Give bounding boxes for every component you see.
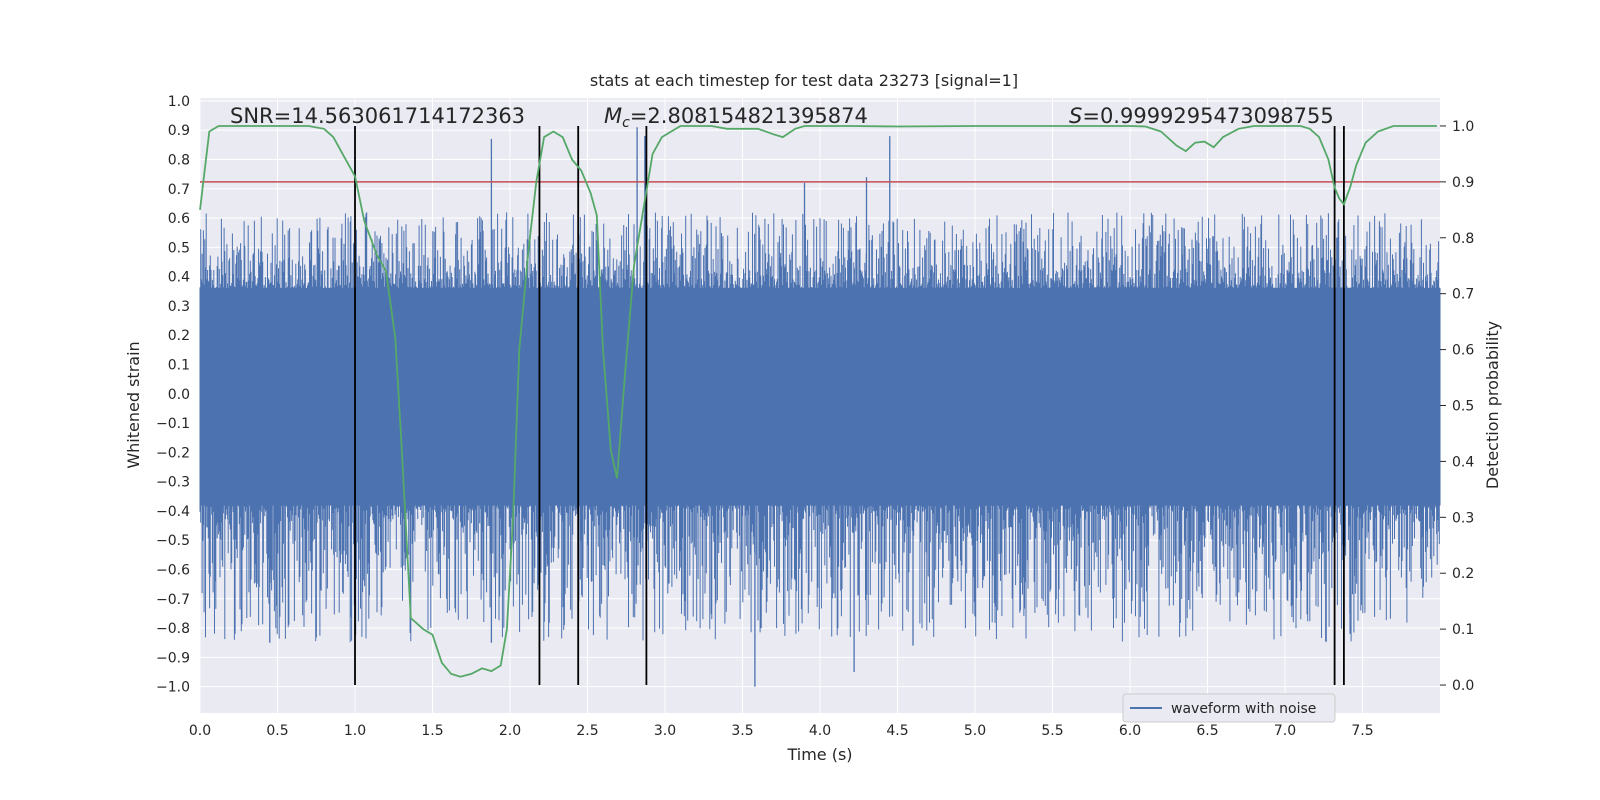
left-y-tick-label: 0.1: [168, 358, 190, 374]
x-tick-label: 3.0: [654, 723, 676, 739]
event-markers: [354, 125, 1345, 686]
x-tick-label: 5.5: [1041, 723, 1063, 739]
right-y-tick-label: 0.1: [1452, 622, 1474, 638]
chirp-mass-annotation: Mc=2.808154821395874: [604, 104, 868, 131]
x-axis-ticks: 0.0 0.5 1.0 1.5 2.0 2.5 3.0 3.5 4.0 4.5 5.0 5.5 6.0 6…: [189, 723, 1374, 739]
right-y-tick-label: 0.2: [1452, 566, 1474, 582]
left-y-tick-label: −0.7: [156, 592, 190, 608]
x-tick-label: 6.5: [1196, 723, 1218, 739]
snr-annotation: SNR=14.563061714172363: [230, 104, 525, 128]
left-y-tick-label: 0.6: [168, 211, 190, 227]
x-tick-label: 7.5: [1351, 723, 1373, 739]
x-tick-label: 3.5: [731, 723, 753, 739]
left-y-axis-label: Whitened strain: [124, 341, 143, 468]
left-y-tick-label: 1.0: [168, 94, 190, 110]
left-y-tick-label: −0.2: [156, 445, 190, 461]
right-y-tick-label: 0.9: [1452, 175, 1474, 191]
waveform-trace: [199, 212, 1440, 643]
right-y-tick-label: 0.3: [1452, 510, 1474, 526]
s-value: =0.9999295473098755: [1082, 104, 1333, 128]
left-y-tick-label: 0.2: [168, 328, 190, 344]
left-y-tick-label: −0.6: [156, 563, 190, 579]
chart-title: stats at each timestep for test data 232…: [590, 71, 1018, 90]
x-tick-label: 4.5: [886, 723, 908, 739]
s-symbol: S: [1069, 104, 1082, 128]
right-y-axis-label: Detection probability: [1483, 321, 1502, 489]
left-y-tick-label: 0.4: [168, 270, 190, 286]
waveform-series: [199, 127, 1441, 687]
left-y-tick-label: −0.5: [156, 533, 190, 549]
left-y-tick-label: 0.3: [168, 299, 190, 315]
x-tick-label: 5.0: [964, 723, 986, 739]
plot-area: [199, 98, 1441, 713]
x-tick-label: 2.5: [576, 723, 598, 739]
right-y-tick-label: 0.8: [1452, 231, 1474, 247]
chirp-mass-subscript: c: [622, 115, 630, 131]
left-y-axis-ticks: 1.0 0.9 0.8 0.7 0.6 0.5 0.4 0.3 0.2 0.1 0.0 −0.1 −0.…: [156, 94, 190, 696]
x-tick-label: 0.0: [189, 723, 211, 739]
left-y-tick-label: −0.4: [156, 504, 190, 520]
right-y-tick-label: 0.5: [1452, 399, 1474, 415]
left-y-tick-label: 0.8: [168, 153, 190, 169]
right-y-tick-label: 0.6: [1452, 343, 1474, 359]
detection-probability-line: [199, 125, 1437, 678]
left-y-tick-label: 0.9: [168, 123, 190, 139]
left-y-tick-label: 0.5: [168, 240, 190, 256]
legend-label: waveform with noise: [1171, 701, 1316, 717]
left-y-tick-label: −0.3: [156, 475, 190, 491]
right-y-tick-label: 1.0: [1452, 119, 1474, 135]
right-y-axis-ticks: 1.0 0.9 0.8 0.7 0.6 0.5 0.4 0.3 0.2 0.1 0.0: [1440, 119, 1474, 694]
left-y-tick-label: 0.7: [168, 182, 190, 198]
left-y-tick-label: −0.1: [156, 416, 190, 432]
left-y-tick-label: −0.9: [156, 650, 190, 666]
s-annotation: S=0.9999295473098755: [1069, 104, 1334, 128]
right-y-tick-label: 0.0: [1452, 678, 1474, 694]
left-y-tick-label: 0.0: [168, 387, 190, 403]
x-tick-label: 1.0: [344, 723, 366, 739]
x-tick-label: 1.5: [421, 723, 443, 739]
x-tick-label: 4.0: [809, 723, 831, 739]
chirp-mass-symbol: M: [604, 104, 622, 128]
left-y-tick-label: −0.8: [156, 621, 190, 637]
right-y-tick-label: 0.7: [1452, 287, 1474, 303]
x-tick-label: 2.0: [499, 723, 521, 739]
legend: waveform with noise: [1122, 693, 1336, 723]
right-y-tick-label: 0.4: [1452, 454, 1474, 470]
x-axis-label: Time (s): [786, 745, 852, 764]
x-tick-label: 0.5: [266, 723, 288, 739]
legend-box: [1122, 693, 1336, 723]
chirp-mass-value: =2.808154821395874: [630, 104, 868, 128]
left-y-tick-label: −1.0: [156, 680, 190, 696]
x-tick-label: 7.0: [1274, 723, 1296, 739]
x-tick-label: 6.0: [1119, 723, 1141, 739]
